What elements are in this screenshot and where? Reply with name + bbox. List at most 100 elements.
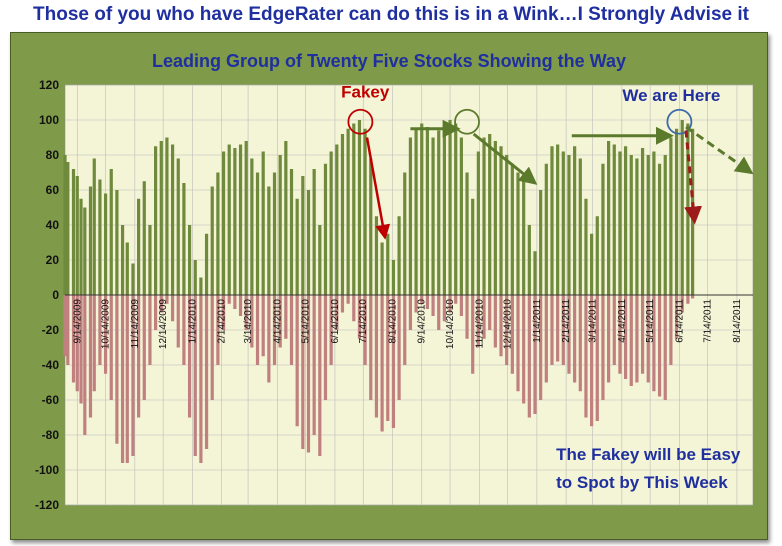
bar-positive <box>340 134 345 295</box>
x-tick-label: 8/14/2010 <box>387 299 398 344</box>
bar-positive <box>578 158 582 295</box>
bar-negative <box>386 295 390 421</box>
bar-negative <box>83 295 87 435</box>
bar-positive <box>210 186 214 295</box>
bar-negative <box>686 295 690 304</box>
bar-positive <box>244 141 248 295</box>
bar-negative <box>137 295 141 418</box>
y-tick-label: -80 <box>42 428 60 442</box>
headline: Those of you who have EdgeRater can do t… <box>33 4 749 25</box>
bar-positive <box>154 146 158 295</box>
bar-negative <box>120 295 125 463</box>
bar-negative <box>109 295 113 400</box>
bar-positive <box>159 141 163 295</box>
bar-negative <box>301 295 305 449</box>
bar-negative <box>510 295 514 374</box>
bar-positive <box>352 123 356 295</box>
bar-positive <box>505 155 509 295</box>
bar-positive <box>556 144 560 295</box>
bar-negative <box>357 295 362 339</box>
annotations: Fakey We are Here The Fakey will be Easy to… <box>341 82 754 492</box>
bar-negative <box>465 295 469 339</box>
bar-positive <box>437 130 441 295</box>
bar-negative <box>267 295 271 383</box>
bar-negative <box>289 295 294 365</box>
bar-negative <box>488 295 492 330</box>
y-axis: 120 100 80 60 40 20 0 -20 -40 -60 -80 -100 -120 <box>35 78 59 512</box>
bar-negative <box>505 295 509 365</box>
bar-negative <box>380 295 384 432</box>
bar-positive <box>165 137 169 295</box>
annotation-note-line1: The Fakey will be Easy <box>556 445 741 464</box>
bar-negative <box>539 295 543 400</box>
y-tick-label: 100 <box>39 113 59 127</box>
bar-positive <box>454 123 458 295</box>
bar-positive <box>278 155 282 295</box>
chart-title: Leading Group of Twenty Five Stocks Show… <box>152 51 626 71</box>
bar-negative <box>148 295 152 365</box>
bar-positive <box>115 190 119 295</box>
x-tick-label: 4/14/2010 <box>272 299 283 344</box>
bar-positive <box>83 207 87 295</box>
bar-positive <box>618 151 622 295</box>
bar-positive <box>516 172 520 295</box>
bar-positive <box>301 176 305 295</box>
y-tick-label: -60 <box>42 393 60 407</box>
bar-negative <box>75 295 79 392</box>
bar-positive <box>193 260 197 295</box>
bar-positive <box>176 158 180 295</box>
bar-positive <box>346 128 350 295</box>
bar-positive <box>680 120 684 295</box>
x-tick-label: 6/14/2011 <box>674 299 685 343</box>
bar-positive <box>318 225 322 295</box>
peak-circle <box>454 108 480 135</box>
x-tick-label: 1/14/2011 <box>532 299 543 343</box>
bar-positive <box>142 181 146 295</box>
bar-negative <box>363 295 367 365</box>
bar-negative <box>476 295 480 348</box>
bar-positive <box>386 233 390 295</box>
bar-negative <box>680 295 684 313</box>
bar-positive <box>204 233 209 295</box>
bar-positive <box>199 277 203 295</box>
bar-negative <box>88 295 93 418</box>
x-tick-label: 9/14/2009 <box>72 299 83 344</box>
bar-negative <box>125 295 129 463</box>
bar-negative <box>516 295 520 392</box>
bar-positive <box>391 260 396 295</box>
bar-negative <box>623 295 628 379</box>
chart-svg: Leading Group of Twenty Five Stocks Show… <box>35 51 754 512</box>
bar-positive <box>527 225 531 295</box>
bar-positive <box>657 163 662 295</box>
x-tick-label: 9/14/2010 <box>417 299 428 344</box>
bar-positive <box>442 125 446 295</box>
y-tick-label: 40 <box>46 218 60 232</box>
bar-negative <box>550 295 554 365</box>
bar-positive <box>510 163 514 295</box>
bar-negative <box>448 295 452 313</box>
projection-arrow-up <box>685 125 754 175</box>
bar-positive <box>221 151 226 295</box>
x-tick-label: 2/14/2010 <box>217 299 228 344</box>
bar-negative <box>318 295 322 456</box>
bar-negative <box>216 295 220 365</box>
bar-negative <box>391 295 396 428</box>
we-are-here-circle <box>666 108 693 135</box>
bar-positive <box>420 123 424 295</box>
bar-negative <box>79 295 83 404</box>
bar-positive <box>595 216 599 295</box>
x-axis: 9/14/2009 10/14/2009 11/14/2009 12/14/2009 1… <box>72 299 743 349</box>
x-tick-label: 3/14/2010 <box>243 299 254 344</box>
bar-negative <box>346 295 350 304</box>
bar-positive <box>431 137 435 295</box>
bar-negative <box>92 295 96 392</box>
bar-positive <box>465 172 469 295</box>
annotation-fakey: Fakey <box>341 82 390 101</box>
bar-negative <box>255 295 260 365</box>
bar-negative <box>182 295 186 365</box>
bar-positive <box>601 163 605 295</box>
bar-negative <box>244 295 248 330</box>
bar-negative <box>556 295 560 362</box>
bar-positive <box>75 176 79 295</box>
y-tick-label: 0 <box>52 288 59 302</box>
